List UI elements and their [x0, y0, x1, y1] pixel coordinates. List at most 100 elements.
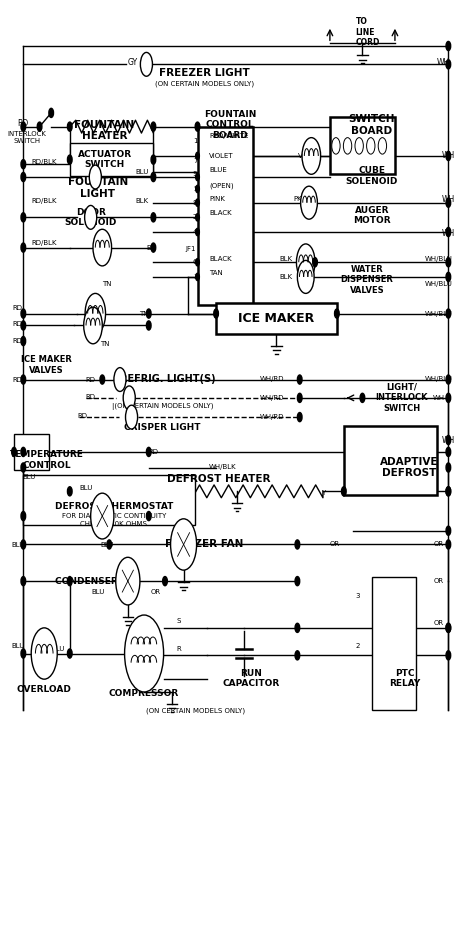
Circle shape — [302, 137, 320, 174]
Circle shape — [163, 577, 167, 585]
Circle shape — [21, 213, 26, 222]
Circle shape — [140, 52, 153, 77]
Circle shape — [89, 165, 101, 189]
Circle shape — [146, 321, 151, 330]
Text: WH: WH — [442, 151, 455, 161]
Circle shape — [196, 273, 200, 280]
Circle shape — [378, 137, 387, 154]
Circle shape — [21, 447, 26, 456]
Circle shape — [446, 309, 451, 318]
Circle shape — [146, 447, 151, 456]
Text: JF1: JF1 — [185, 247, 196, 252]
Circle shape — [295, 624, 300, 632]
Text: BLACK: BLACK — [209, 255, 232, 262]
Text: OVERLOAD: OVERLOAD — [17, 684, 72, 694]
Circle shape — [85, 206, 97, 229]
Bar — [70, 143, 154, 176]
Circle shape — [214, 309, 219, 318]
Circle shape — [123, 386, 135, 410]
Circle shape — [446, 272, 451, 281]
Circle shape — [21, 160, 26, 169]
Circle shape — [21, 511, 26, 521]
Text: OR: OR — [434, 541, 444, 548]
Text: FREEZER FAN: FREEZER FAN — [165, 539, 244, 550]
Circle shape — [446, 394, 451, 402]
Circle shape — [151, 122, 155, 131]
Text: RD/BLK: RD/BLK — [31, 159, 57, 165]
Text: RD: RD — [13, 338, 23, 344]
Circle shape — [21, 539, 26, 549]
Circle shape — [343, 137, 352, 154]
Text: WH: WH — [433, 395, 445, 401]
Circle shape — [21, 463, 26, 472]
Text: FOUNTAIN
CONTROL
BOARD: FOUNTAIN CONTROL BOARD — [204, 110, 256, 139]
Text: 1: 1 — [193, 138, 198, 144]
Text: RD: RD — [78, 413, 88, 419]
Circle shape — [21, 321, 26, 330]
Circle shape — [196, 173, 200, 180]
Text: FOUNTAIN
LIGHT: FOUNTAIN LIGHT — [67, 178, 128, 199]
Circle shape — [37, 122, 42, 131]
Text: DEFROST THERMOSTAT: DEFROST THERMOSTAT — [55, 502, 173, 511]
Text: BLU: BLU — [91, 589, 104, 595]
Text: BLU: BLU — [11, 643, 25, 649]
Text: WH/BLK: WH/BLK — [209, 465, 237, 470]
Text: 5: 5 — [193, 186, 197, 192]
Text: CRISPER LIGHT: CRISPER LIGHT — [125, 423, 201, 432]
Bar — [344, 426, 437, 495]
Circle shape — [116, 557, 140, 605]
Text: WH: WH — [442, 436, 455, 444]
Circle shape — [67, 649, 72, 658]
Circle shape — [366, 137, 375, 154]
Text: WH/BLU: WH/BLU — [425, 310, 453, 317]
Circle shape — [295, 539, 300, 549]
Text: |(ON CERTAIN MODELS ONLY): |(ON CERTAIN MODELS ONLY) — [112, 403, 213, 410]
Circle shape — [446, 60, 451, 69]
Circle shape — [446, 447, 451, 456]
Circle shape — [31, 628, 57, 679]
Text: WH: WH — [437, 58, 450, 67]
Text: DOOR
SOLENOID: DOOR SOLENOID — [64, 208, 117, 227]
Text: BLU: BLU — [22, 474, 36, 480]
Circle shape — [295, 651, 300, 660]
Text: OR: OR — [329, 541, 339, 548]
Bar — [216, 303, 337, 334]
Text: 6: 6 — [193, 259, 198, 266]
Text: WATER
DISPENSER
VALVES: WATER DISPENSER VALVES — [341, 265, 393, 295]
Text: ICE MAKER
VALVES: ICE MAKER VALVES — [21, 355, 72, 375]
Circle shape — [114, 367, 126, 392]
Text: C: C — [128, 655, 133, 661]
Text: RD: RD — [17, 120, 28, 128]
Circle shape — [446, 227, 451, 237]
Text: (ON CERTAIN MODELS ONLY): (ON CERTAIN MODELS ONLY) — [155, 80, 254, 87]
Text: RD: RD — [13, 377, 23, 382]
Text: RD: RD — [13, 305, 23, 311]
Text: RD: RD — [86, 377, 96, 382]
Text: 2: 2 — [356, 643, 360, 649]
Circle shape — [21, 309, 26, 318]
Circle shape — [446, 375, 451, 384]
Circle shape — [21, 122, 26, 131]
Text: BLU: BLU — [52, 646, 65, 652]
Circle shape — [341, 487, 346, 496]
Text: RD/BLK: RD/BLK — [31, 240, 57, 246]
Text: PTC
RELAY: PTC RELAY — [390, 669, 421, 688]
Circle shape — [151, 172, 155, 181]
Circle shape — [446, 624, 451, 632]
Circle shape — [126, 405, 137, 429]
Circle shape — [297, 375, 302, 384]
Circle shape — [446, 651, 451, 660]
Text: FOUNTAIN
HEATER: FOUNTAIN HEATER — [74, 120, 135, 141]
Text: GY: GY — [128, 58, 137, 67]
Circle shape — [360, 394, 365, 402]
Circle shape — [67, 155, 72, 165]
Text: RD: RD — [13, 321, 23, 326]
Circle shape — [100, 375, 105, 384]
Circle shape — [446, 198, 451, 208]
Text: BLK: BLK — [279, 274, 292, 280]
Text: S: S — [177, 617, 181, 624]
Text: DEFROST HEATER: DEFROST HEATER — [167, 474, 270, 484]
Text: OR: OR — [151, 589, 161, 595]
Text: WH/RD: WH/RD — [260, 376, 284, 381]
Circle shape — [196, 228, 200, 236]
